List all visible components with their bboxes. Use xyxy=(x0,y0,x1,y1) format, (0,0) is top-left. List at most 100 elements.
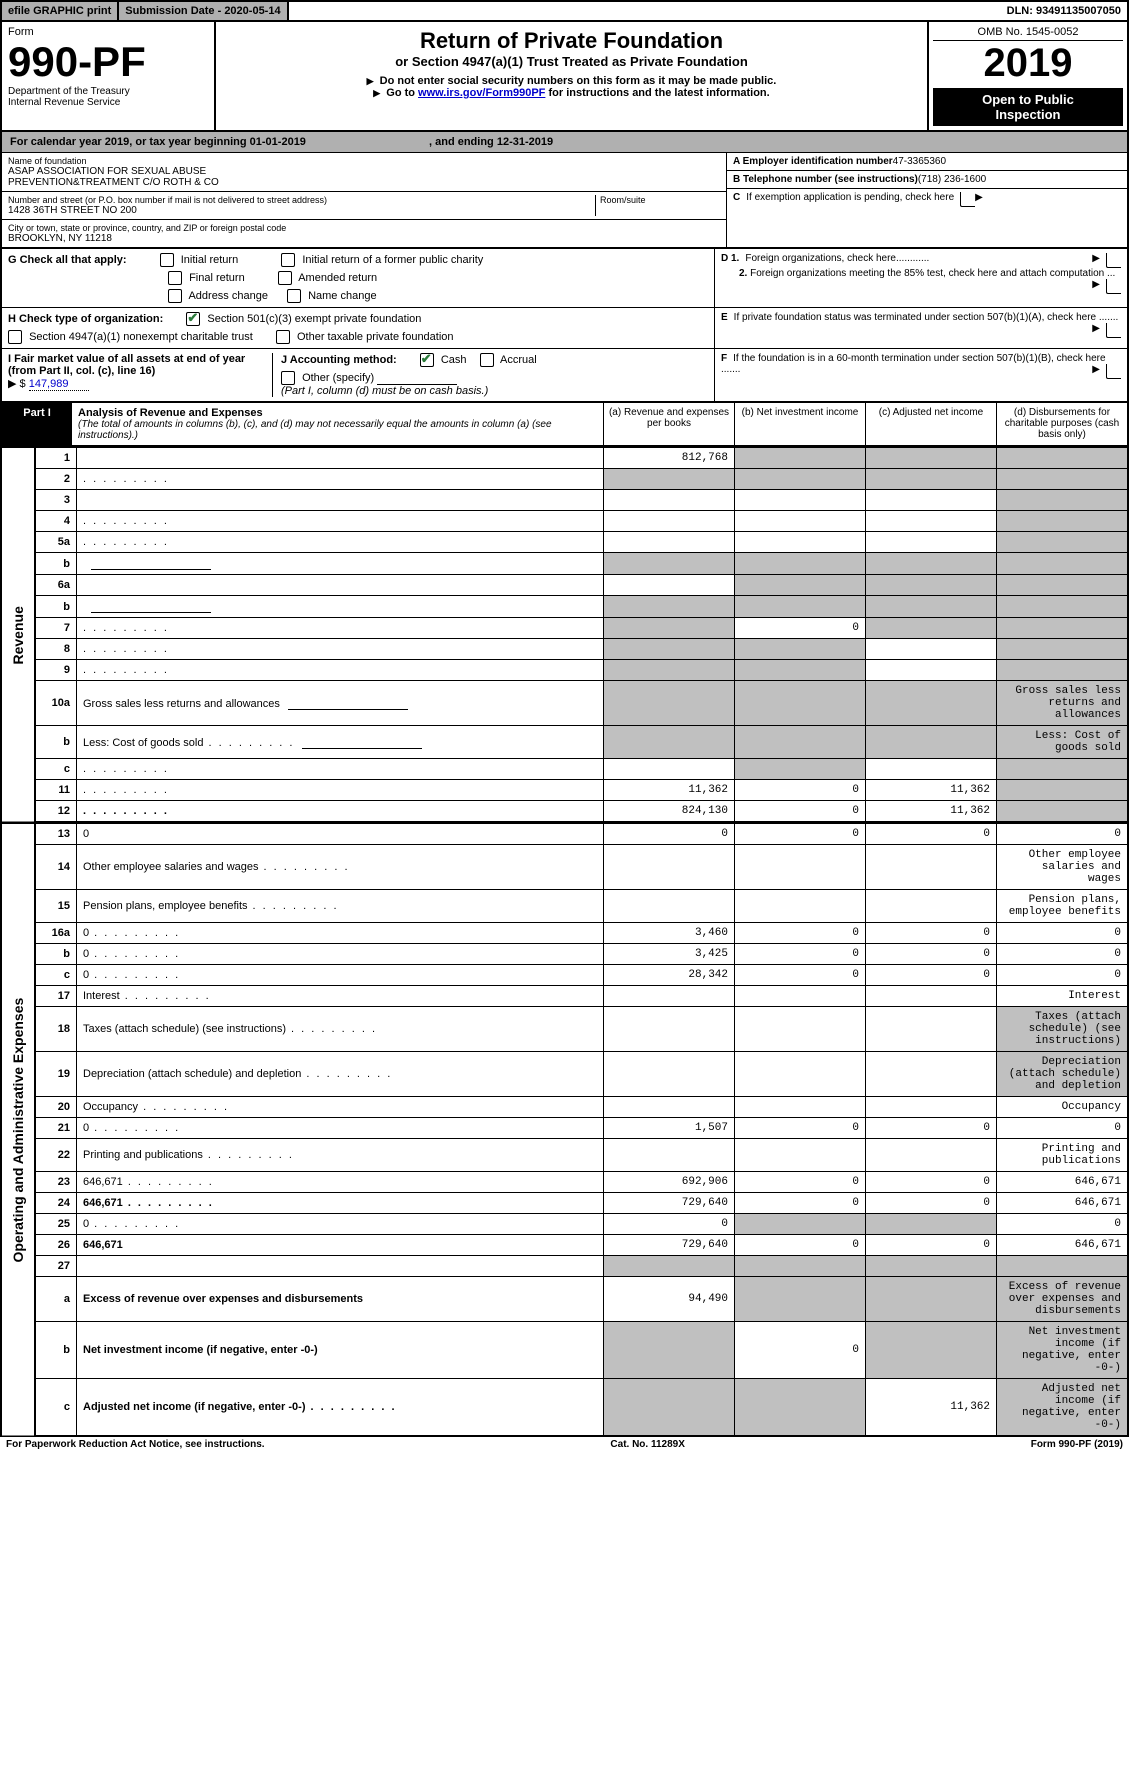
line-desc: 646,671 xyxy=(77,1193,604,1214)
value-cell-d: Less: Cost of goods sold xyxy=(997,726,1129,759)
line-number: b xyxy=(35,553,77,575)
j-cash-checkbox[interactable] xyxy=(420,353,434,367)
table-row: 4 xyxy=(1,511,1128,532)
value-cell-d: 0 xyxy=(997,1118,1129,1139)
table-row: 10aGross sales less returns and allowanc… xyxy=(1,681,1128,726)
line-desc: 646,671 xyxy=(77,1172,604,1193)
value-cell-a: 3,425 xyxy=(604,944,735,965)
e-checkbox[interactable] xyxy=(1106,323,1121,338)
line-desc xyxy=(77,780,604,801)
value-cell-a xyxy=(604,726,735,759)
value-cell-d xyxy=(997,532,1129,553)
value-cell-b xyxy=(735,553,866,575)
inline-amount-field[interactable] xyxy=(91,600,211,613)
value-cell-b xyxy=(735,986,866,1007)
value-cell-b xyxy=(735,1097,866,1118)
line-number: 18 xyxy=(35,1007,77,1052)
value-cell-b: 0 xyxy=(735,1118,866,1139)
value-cell-a xyxy=(604,1007,735,1052)
line-desc xyxy=(77,575,604,596)
value-cell-b: 0 xyxy=(735,801,866,823)
col-d-header: (d) Disbursements for charitable purpose… xyxy=(996,403,1127,445)
form-subtitle: or Section 4947(a)(1) Trust Treated as P… xyxy=(222,54,921,69)
value-cell-b: 0 xyxy=(735,1235,866,1256)
line-desc: Taxes (attach schedule) (see instruction… xyxy=(77,1007,604,1052)
value-cell-b: 0 xyxy=(735,923,866,944)
value-cell-d: Pension plans, employee benefits xyxy=(997,890,1129,923)
line-number: 1 xyxy=(35,448,77,469)
value-cell-b: 0 xyxy=(735,780,866,801)
table-row: 9 xyxy=(1,660,1128,681)
line-desc: 646,671 xyxy=(77,1235,604,1256)
line-number: a xyxy=(35,1277,77,1322)
part1-tag: Part I xyxy=(2,403,72,445)
irs-link[interactable]: www.irs.gov/Form990PF xyxy=(418,87,545,99)
value-cell-c xyxy=(866,448,997,469)
value-cell-b: 0 xyxy=(735,944,866,965)
table-row: 18Taxes (attach schedule) (see instructi… xyxy=(1,1007,1128,1052)
value-cell-a xyxy=(604,575,735,596)
foundation-name-1: ASAP ASSOCIATION FOR SEXUAL ABUSE xyxy=(8,166,720,177)
value-cell-a xyxy=(604,1379,735,1437)
form-title: Return of Private Foundation xyxy=(222,28,921,54)
j-accrual-checkbox[interactable] xyxy=(480,353,494,367)
line-desc xyxy=(77,469,604,490)
line-number: 3 xyxy=(35,490,77,511)
value-cell-b xyxy=(735,681,866,726)
value-cell-b xyxy=(735,469,866,490)
value-cell-b: 0 xyxy=(735,1193,866,1214)
f-text: If the foundation is in a 60-month termi… xyxy=(721,353,1106,375)
value-cell-b xyxy=(735,845,866,890)
inline-amount-field[interactable] xyxy=(91,557,211,570)
h-501c3-checkbox[interactable] xyxy=(186,312,200,326)
side-label: Revenue xyxy=(1,448,35,823)
line-number: 24 xyxy=(35,1193,77,1214)
g-initial-former-checkbox[interactable] xyxy=(281,253,295,267)
h-4947-checkbox[interactable] xyxy=(8,330,22,344)
table-row: 22Printing and publicationsPrinting and … xyxy=(1,1139,1128,1172)
g-initial-return-checkbox[interactable] xyxy=(160,253,174,267)
form-number: 990-PF xyxy=(8,38,208,86)
line-desc: Occupancy xyxy=(77,1097,604,1118)
line-desc: Other employee salaries and wages xyxy=(77,845,604,890)
table-row: 8 xyxy=(1,639,1128,660)
value-cell-a xyxy=(604,618,735,639)
h-other-taxable-checkbox[interactable] xyxy=(276,330,290,344)
table-row: b xyxy=(1,553,1128,575)
dept-line2: Internal Revenue Service xyxy=(8,97,208,108)
d2-checkbox[interactable] xyxy=(1106,279,1121,294)
value-cell-b xyxy=(735,759,866,780)
value-cell-c: 0 xyxy=(866,944,997,965)
d1-checkbox[interactable] xyxy=(1106,253,1121,268)
col-a-header: (a) Revenue and expenses per books xyxy=(603,403,734,445)
line-desc: Gross sales less returns and allowances xyxy=(77,681,604,726)
value-cell-c xyxy=(866,1097,997,1118)
j-other-checkbox[interactable] xyxy=(281,371,295,385)
table-row: 20OccupancyOccupancy xyxy=(1,1097,1128,1118)
g-final-return-checkbox[interactable] xyxy=(168,271,182,285)
inline-amount-field[interactable] xyxy=(302,736,422,749)
value-cell-d xyxy=(997,801,1129,823)
line-desc: Depreciation (attach schedule) and deple… xyxy=(77,1052,604,1097)
d1-text: Foreign organizations, check here.......… xyxy=(745,253,929,264)
value-cell-c xyxy=(866,618,997,639)
value-cell-c: 0 xyxy=(866,1235,997,1256)
page-footer: For Paperwork Reduction Act Notice, see … xyxy=(0,1437,1129,1452)
g-amended-checkbox[interactable] xyxy=(278,271,292,285)
table-row: 27 xyxy=(1,1256,1128,1277)
g-name-change-checkbox[interactable] xyxy=(287,289,301,303)
part1-note: (The total of amounts in columns (b), (c… xyxy=(78,419,597,441)
value-cell-a xyxy=(604,1256,735,1277)
inline-amount-field[interactable] xyxy=(288,697,408,710)
f-checkbox[interactable] xyxy=(1106,364,1121,379)
table-row: 17InterestInterest xyxy=(1,986,1128,1007)
line-number: 7 xyxy=(35,618,77,639)
c-checkbox[interactable] xyxy=(960,192,975,207)
h-opt-2: Section 4947(a)(1) nonexempt charitable … xyxy=(29,331,253,343)
value-cell-a: 3,460 xyxy=(604,923,735,944)
j-other-field[interactable] xyxy=(377,372,457,385)
value-cell-c: 0 xyxy=(866,1193,997,1214)
table-row: 6a xyxy=(1,575,1128,596)
value-cell-a xyxy=(604,1139,735,1172)
g-address-change-checkbox[interactable] xyxy=(168,289,182,303)
